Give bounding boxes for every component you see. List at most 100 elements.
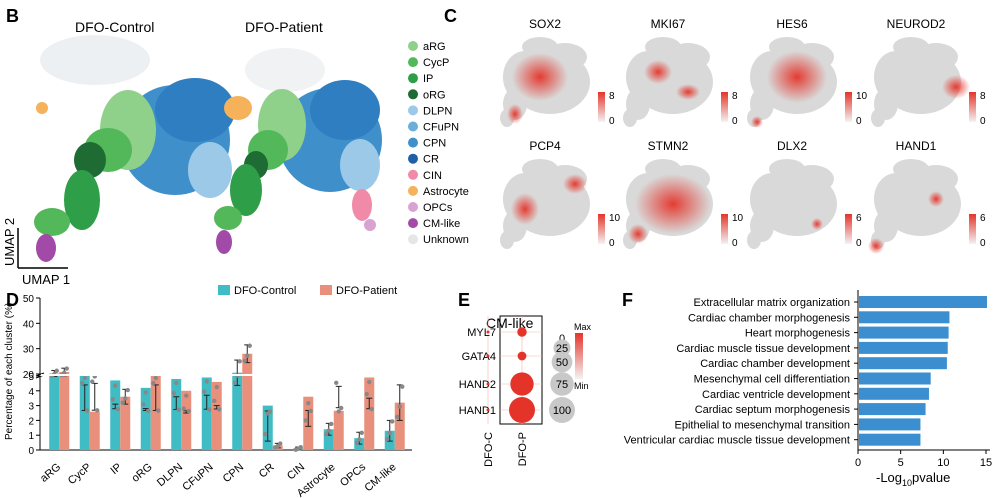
size-legend-dot (551, 351, 573, 373)
bar (232, 372, 243, 450)
dotplot-dot (517, 327, 527, 337)
go-bar (859, 372, 931, 385)
sample-point (242, 358, 247, 364)
bar (211, 381, 222, 450)
color-scale-bar (721, 214, 728, 244)
panel-b: B DFO-Control DFO-Patient (2, 6, 469, 287)
size-legend-label: 100 (553, 405, 571, 417)
color-legend-bar (575, 333, 583, 379)
dotplot-dot (486, 354, 490, 358)
sample-point (263, 431, 268, 437)
feature-plot: DLX2 6 0 (747, 139, 862, 249)
sample-point (212, 398, 217, 404)
feature-plot: MKI67 8 0 (623, 17, 738, 127)
dotplot-gene-label: HAND2 (459, 379, 496, 391)
sample-point (204, 379, 209, 384)
dot-plot: MYL7 GATA4 HAND2 HAND1 DFO-C DFO-P 025 50 75 100 M… (459, 315, 592, 467)
sample-point (308, 408, 313, 414)
sample-point (171, 390, 176, 396)
sample-point (82, 375, 87, 381)
dotplot-gene-label: GATA4 (462, 351, 496, 363)
sample-point (153, 375, 158, 381)
color-scale-bar (969, 92, 976, 122)
gene-name: MKI67 (651, 17, 686, 31)
color-scale-bar (845, 92, 852, 122)
go-term-label: Ventricular cardiac muscle tissue develo… (624, 435, 850, 447)
scale-min: 0 (732, 238, 738, 249)
scale-max: 10 (856, 91, 868, 102)
go-term-label: Cardiac septum morphogenesis (695, 404, 851, 416)
legend-swatch (408, 73, 418, 84)
y-tick-label: 1 (28, 431, 34, 442)
sample-point (141, 402, 146, 407)
legend-label: CFuPN (423, 122, 459, 134)
go-xlabel: -Log10pvalue (876, 470, 950, 488)
panel-d: D Percentage of each cluster (%) 2030405… (4, 285, 413, 498)
legend-label: Astrocyte (423, 186, 469, 198)
size-legend-dot (550, 372, 574, 396)
go-bar (859, 326, 949, 339)
y-tick-label: 5 (28, 372, 34, 383)
sample-point (143, 390, 148, 395)
y-tick-label: 50 (23, 294, 35, 305)
legend-label: DFO-Control (234, 285, 296, 297)
dotplot-group-label: DFO-C (483, 432, 495, 467)
go-enrichment-bar-chart: Extracellular matrix organization Cardiac… (624, 290, 992, 469)
sample-point (364, 391, 369, 397)
sample-point (113, 383, 118, 388)
sample-point (232, 380, 237, 386)
sample-point (390, 419, 395, 424)
sample-point (80, 380, 85, 386)
sample-point (367, 379, 372, 385)
scale-max: 6 (856, 213, 862, 224)
sample-point (268, 409, 273, 414)
go-bar (859, 433, 921, 446)
sample-point (385, 436, 390, 442)
x-tick-label: 10 (937, 457, 949, 469)
y-tick-label: 3 (28, 402, 34, 413)
sample-point (120, 400, 125, 405)
feature-plot: STMN2 10 0 (623, 139, 744, 249)
go-bar (859, 403, 926, 416)
color-scale-bar (598, 214, 605, 244)
dotplot-frame (499, 315, 543, 425)
color-scale-bar (845, 214, 852, 244)
bar (181, 390, 192, 450)
y-tick-label: 4 (28, 387, 34, 398)
legend-label: CIN (423, 170, 442, 182)
scale-max: 8 (609, 91, 615, 102)
umap-title-patient: DFO-Patient (245, 19, 323, 35)
go-bar (859, 296, 987, 308)
go-term-label: Heart morphogenesis (745, 328, 851, 340)
cluster-legend: aRG CycP IP oRG DLPN CFuPN CPN CR CIN Astrocyte OP… (408, 41, 469, 246)
feature-plot: HES6 10 0 (747, 17, 868, 128)
go-bar (859, 387, 929, 400)
sample-point (400, 384, 405, 389)
dotplot-dot (509, 397, 535, 423)
legend-swatch (408, 41, 418, 51)
sample-point (395, 414, 400, 420)
scale-min: 0 (980, 116, 986, 127)
gene-name: DLX2 (777, 139, 807, 153)
bar (79, 376, 90, 450)
sample-point (217, 407, 222, 412)
feature-plot: NEUROD2 8 0 (871, 17, 986, 127)
x-tick-label: 15 (980, 457, 992, 469)
color-legend-max: Max (574, 322, 592, 332)
legend-label: CM-like (423, 218, 460, 230)
sample-point (336, 409, 341, 414)
sample-point (397, 404, 402, 409)
go-term-label: Mesenchymal cell differentiation (694, 374, 850, 386)
sample-point (207, 407, 212, 412)
x-tick-label: CycP (66, 461, 94, 487)
sample-point (324, 431, 329, 437)
sample-point (354, 440, 359, 446)
scale-max: 6 (980, 213, 986, 224)
x-tick-label: CR (257, 461, 277, 480)
color-scale-bar (721, 92, 728, 122)
sample-point (184, 393, 189, 398)
panel-letter-d: D (6, 290, 19, 310)
gene-name: HAND1 (896, 139, 937, 153)
